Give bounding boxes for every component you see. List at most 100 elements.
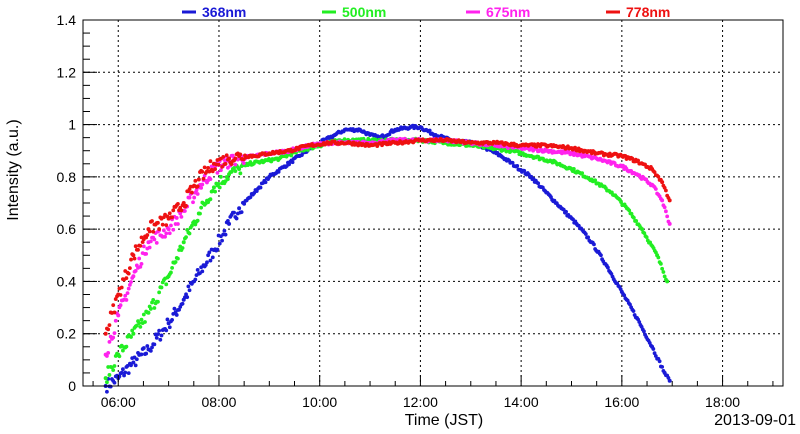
data-point <box>656 255 661 260</box>
data-point <box>195 184 200 189</box>
data-point <box>112 364 117 368</box>
data-point <box>217 241 222 246</box>
data-point <box>138 243 143 248</box>
data-point <box>160 222 165 227</box>
data-point <box>152 306 157 310</box>
data-point <box>216 181 221 186</box>
data-point <box>112 310 117 315</box>
data-point <box>510 160 515 165</box>
data-point <box>225 165 230 170</box>
legend-label: 778nm <box>626 4 670 20</box>
data-point <box>167 211 172 216</box>
data-point <box>215 170 220 175</box>
data-point <box>233 162 238 167</box>
data-point <box>536 181 541 186</box>
y-tick-label: 1.2 <box>57 64 77 80</box>
data-point <box>234 216 239 221</box>
data-point <box>248 195 253 200</box>
data-point <box>225 218 230 223</box>
data-point <box>592 242 596 247</box>
data-point <box>606 265 610 270</box>
data-point <box>241 161 246 166</box>
data-point <box>181 201 186 205</box>
x-tick-label: 08:00 <box>201 394 236 410</box>
x-tick-label: 10:00 <box>302 394 337 410</box>
data-point <box>233 156 238 161</box>
data-point <box>148 348 153 353</box>
data-point <box>129 280 133 284</box>
data-point <box>258 185 263 190</box>
series-675nm <box>103 136 672 358</box>
data-point <box>644 235 649 239</box>
data-point <box>202 165 207 170</box>
data-point <box>208 197 213 202</box>
data-point <box>119 370 124 375</box>
data-point <box>121 348 125 353</box>
data-point <box>290 160 295 165</box>
data-point <box>515 163 520 168</box>
data-point <box>184 235 188 240</box>
data-point <box>137 256 142 261</box>
data-point <box>126 286 131 291</box>
data-point <box>200 169 205 174</box>
data-point <box>170 317 174 322</box>
data-point <box>187 195 192 200</box>
data-point <box>144 251 149 256</box>
data-point <box>634 219 639 223</box>
data-point <box>136 247 140 252</box>
data-point <box>164 328 169 333</box>
data-point <box>181 240 186 245</box>
data-point <box>165 317 170 322</box>
data-point <box>174 313 179 317</box>
data-point <box>157 290 162 295</box>
data-point <box>159 285 164 290</box>
data-point <box>622 293 627 298</box>
data-point <box>174 216 179 220</box>
data-point <box>158 337 163 342</box>
data-point <box>200 182 205 187</box>
data-point <box>580 171 585 176</box>
y-axis-title: Intensity (a.u.) <box>5 119 22 220</box>
data-point <box>130 328 135 333</box>
data-point <box>599 253 603 258</box>
data-point <box>176 222 180 226</box>
y-tick-label: 0 <box>68 378 76 394</box>
data-point <box>126 371 131 376</box>
data-point <box>122 373 126 378</box>
data-point <box>140 240 145 245</box>
data-point <box>138 264 143 269</box>
data-point <box>192 195 197 200</box>
data-point <box>619 200 623 204</box>
data-point <box>199 205 204 210</box>
data-point <box>170 265 174 270</box>
data-point <box>193 277 198 282</box>
data-point <box>193 178 198 183</box>
series-368nm <box>103 123 672 394</box>
data-point <box>220 238 224 243</box>
data-point <box>147 229 152 234</box>
data-point <box>205 260 209 265</box>
data-point <box>216 162 221 167</box>
data-point <box>224 153 229 158</box>
data-point <box>107 339 112 344</box>
data-point <box>146 310 151 315</box>
data-point <box>171 227 176 232</box>
data-point <box>103 376 108 381</box>
data-point <box>657 359 662 364</box>
data-point <box>145 233 150 237</box>
data-point <box>199 185 204 190</box>
data-point <box>169 223 173 228</box>
data-point <box>148 239 153 244</box>
data-point <box>232 210 236 215</box>
y-tick-label: 1 <box>68 117 76 133</box>
data-point <box>171 208 176 213</box>
data-point <box>206 166 211 170</box>
data-point <box>139 317 144 322</box>
data-point <box>105 389 109 394</box>
x-axis-title: Time (JST) <box>405 412 484 429</box>
data-point <box>137 321 142 326</box>
data-point <box>156 220 160 225</box>
data-point <box>207 250 212 255</box>
data-point <box>180 301 185 306</box>
data-point <box>141 244 146 249</box>
